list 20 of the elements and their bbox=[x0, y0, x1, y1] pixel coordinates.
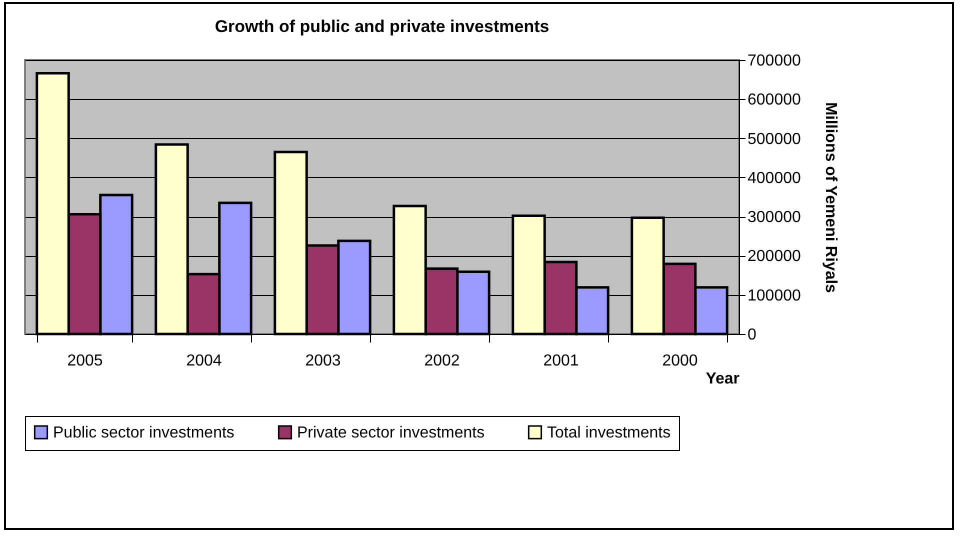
y-tick-label: 100000 bbox=[748, 287, 801, 304]
y-axis-title: Millions of Yemeni Riyals bbox=[822, 102, 839, 294]
y-tick-label: 300000 bbox=[748, 209, 801, 226]
y-tick-label: 500000 bbox=[748, 130, 801, 148]
x-tick-label: 2000 bbox=[662, 352, 698, 370]
y-tick-label: 0 bbox=[748, 326, 756, 344]
y-tick-label: 400000 bbox=[748, 170, 801, 187]
x-tick-label: 2002 bbox=[424, 352, 460, 370]
legend-label: Public sector investments bbox=[53, 424, 234, 442]
y-tick-label: 600000 bbox=[748, 92, 801, 109]
x-tick-label: 2001 bbox=[543, 352, 579, 370]
y-tick-label: 200000 bbox=[748, 248, 801, 266]
x-tick-label: 2005 bbox=[67, 352, 103, 370]
legend-label: Private sector investments bbox=[297, 424, 485, 442]
y-tick-label: 700000 bbox=[748, 52, 801, 70]
legend-label: Total investments bbox=[547, 424, 671, 442]
chart-title: Growth of public and private investments bbox=[214, 17, 550, 36]
x-tick-label: 2003 bbox=[305, 352, 341, 370]
x-tick-label: 2004 bbox=[186, 352, 222, 370]
x-axis-title: Year bbox=[706, 370, 740, 388]
